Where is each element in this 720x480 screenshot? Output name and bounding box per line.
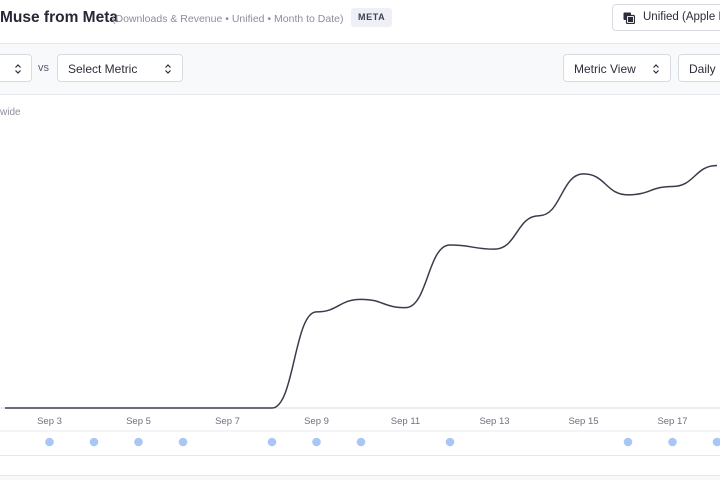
event-marker-dot[interactable] xyxy=(134,437,143,447)
x-tick-label: Sep 17 xyxy=(657,416,687,427)
granularity-label: Daily xyxy=(689,62,716,76)
event-marker-dot[interactable] xyxy=(445,437,455,447)
event-marker-dot[interactable] xyxy=(668,437,677,447)
event-marker-dot[interactable] xyxy=(712,437,720,447)
event-marker-dot[interactable] xyxy=(267,437,277,447)
chart-country-label: wide xyxy=(0,107,21,118)
x-tick-label: Sep 7 xyxy=(215,416,240,427)
event-marker-dot[interactable] xyxy=(89,437,99,447)
event-marker-dot[interactable] xyxy=(45,437,54,447)
chevron-up-down-icon xyxy=(165,64,171,74)
page-title: Muse from Meta xyxy=(0,9,118,26)
compare-metric-select[interactable]: Select Metric xyxy=(57,54,183,82)
page-subtitle: (Downloads & Revenue • Unified • Month t… xyxy=(112,13,344,25)
metric-view-label: Metric View xyxy=(574,62,636,76)
x-tick-label: Sep 13 xyxy=(479,416,509,427)
vs-label: vs xyxy=(38,62,49,74)
x-tick-label: Sep 9 xyxy=(304,416,329,427)
chevron-up-down-icon xyxy=(15,64,21,74)
x-tick-label: Sep 5 xyxy=(126,416,151,427)
x-tick-label: Sep 3 xyxy=(37,416,62,427)
unified-platform-label: Unified (Apple I xyxy=(643,11,720,23)
primary-metric-select[interactable] xyxy=(0,54,32,82)
granularity-select[interactable]: Daily xyxy=(678,54,720,82)
event-marker-dot[interactable] xyxy=(178,437,188,447)
event-marker-dot[interactable] xyxy=(356,437,366,447)
chart-area: wide Sep 3 Sep 5 Sep 7 Sep 9 Sep 11 Sep 13 Sep… xyxy=(0,95,720,455)
range-scrollbar[interactable] xyxy=(0,456,720,476)
app-badge[interactable]: META xyxy=(351,8,393,27)
chart-toolbar: vs Select Metric Metric View Daily xyxy=(0,44,720,95)
metric-view-select[interactable]: Metric View xyxy=(563,54,671,82)
x-tick-label: Sep 15 xyxy=(568,416,598,427)
compare-metric-label: Select Metric xyxy=(68,62,138,76)
range-scrollbar-track[interactable] xyxy=(0,455,720,480)
line-chart[interactable]: Sep 3 Sep 5 Sep 7 Sep 9 Sep 11 Sep 13 Sep 15 Se… xyxy=(0,95,720,455)
unified-platform-button[interactable]: Unified (Apple I xyxy=(612,4,720,31)
app-header: Muse from Meta (Downloads & Revenue • Un… xyxy=(0,0,720,44)
event-marker-dot[interactable] xyxy=(623,437,633,447)
x-tick-label: Sep 11 xyxy=(391,416,420,427)
series-line[interactable] xyxy=(5,164,718,409)
event-marker-dot[interactable] xyxy=(312,437,321,447)
chevron-up-down-icon xyxy=(653,64,659,74)
copy-stack-icon xyxy=(623,12,635,24)
